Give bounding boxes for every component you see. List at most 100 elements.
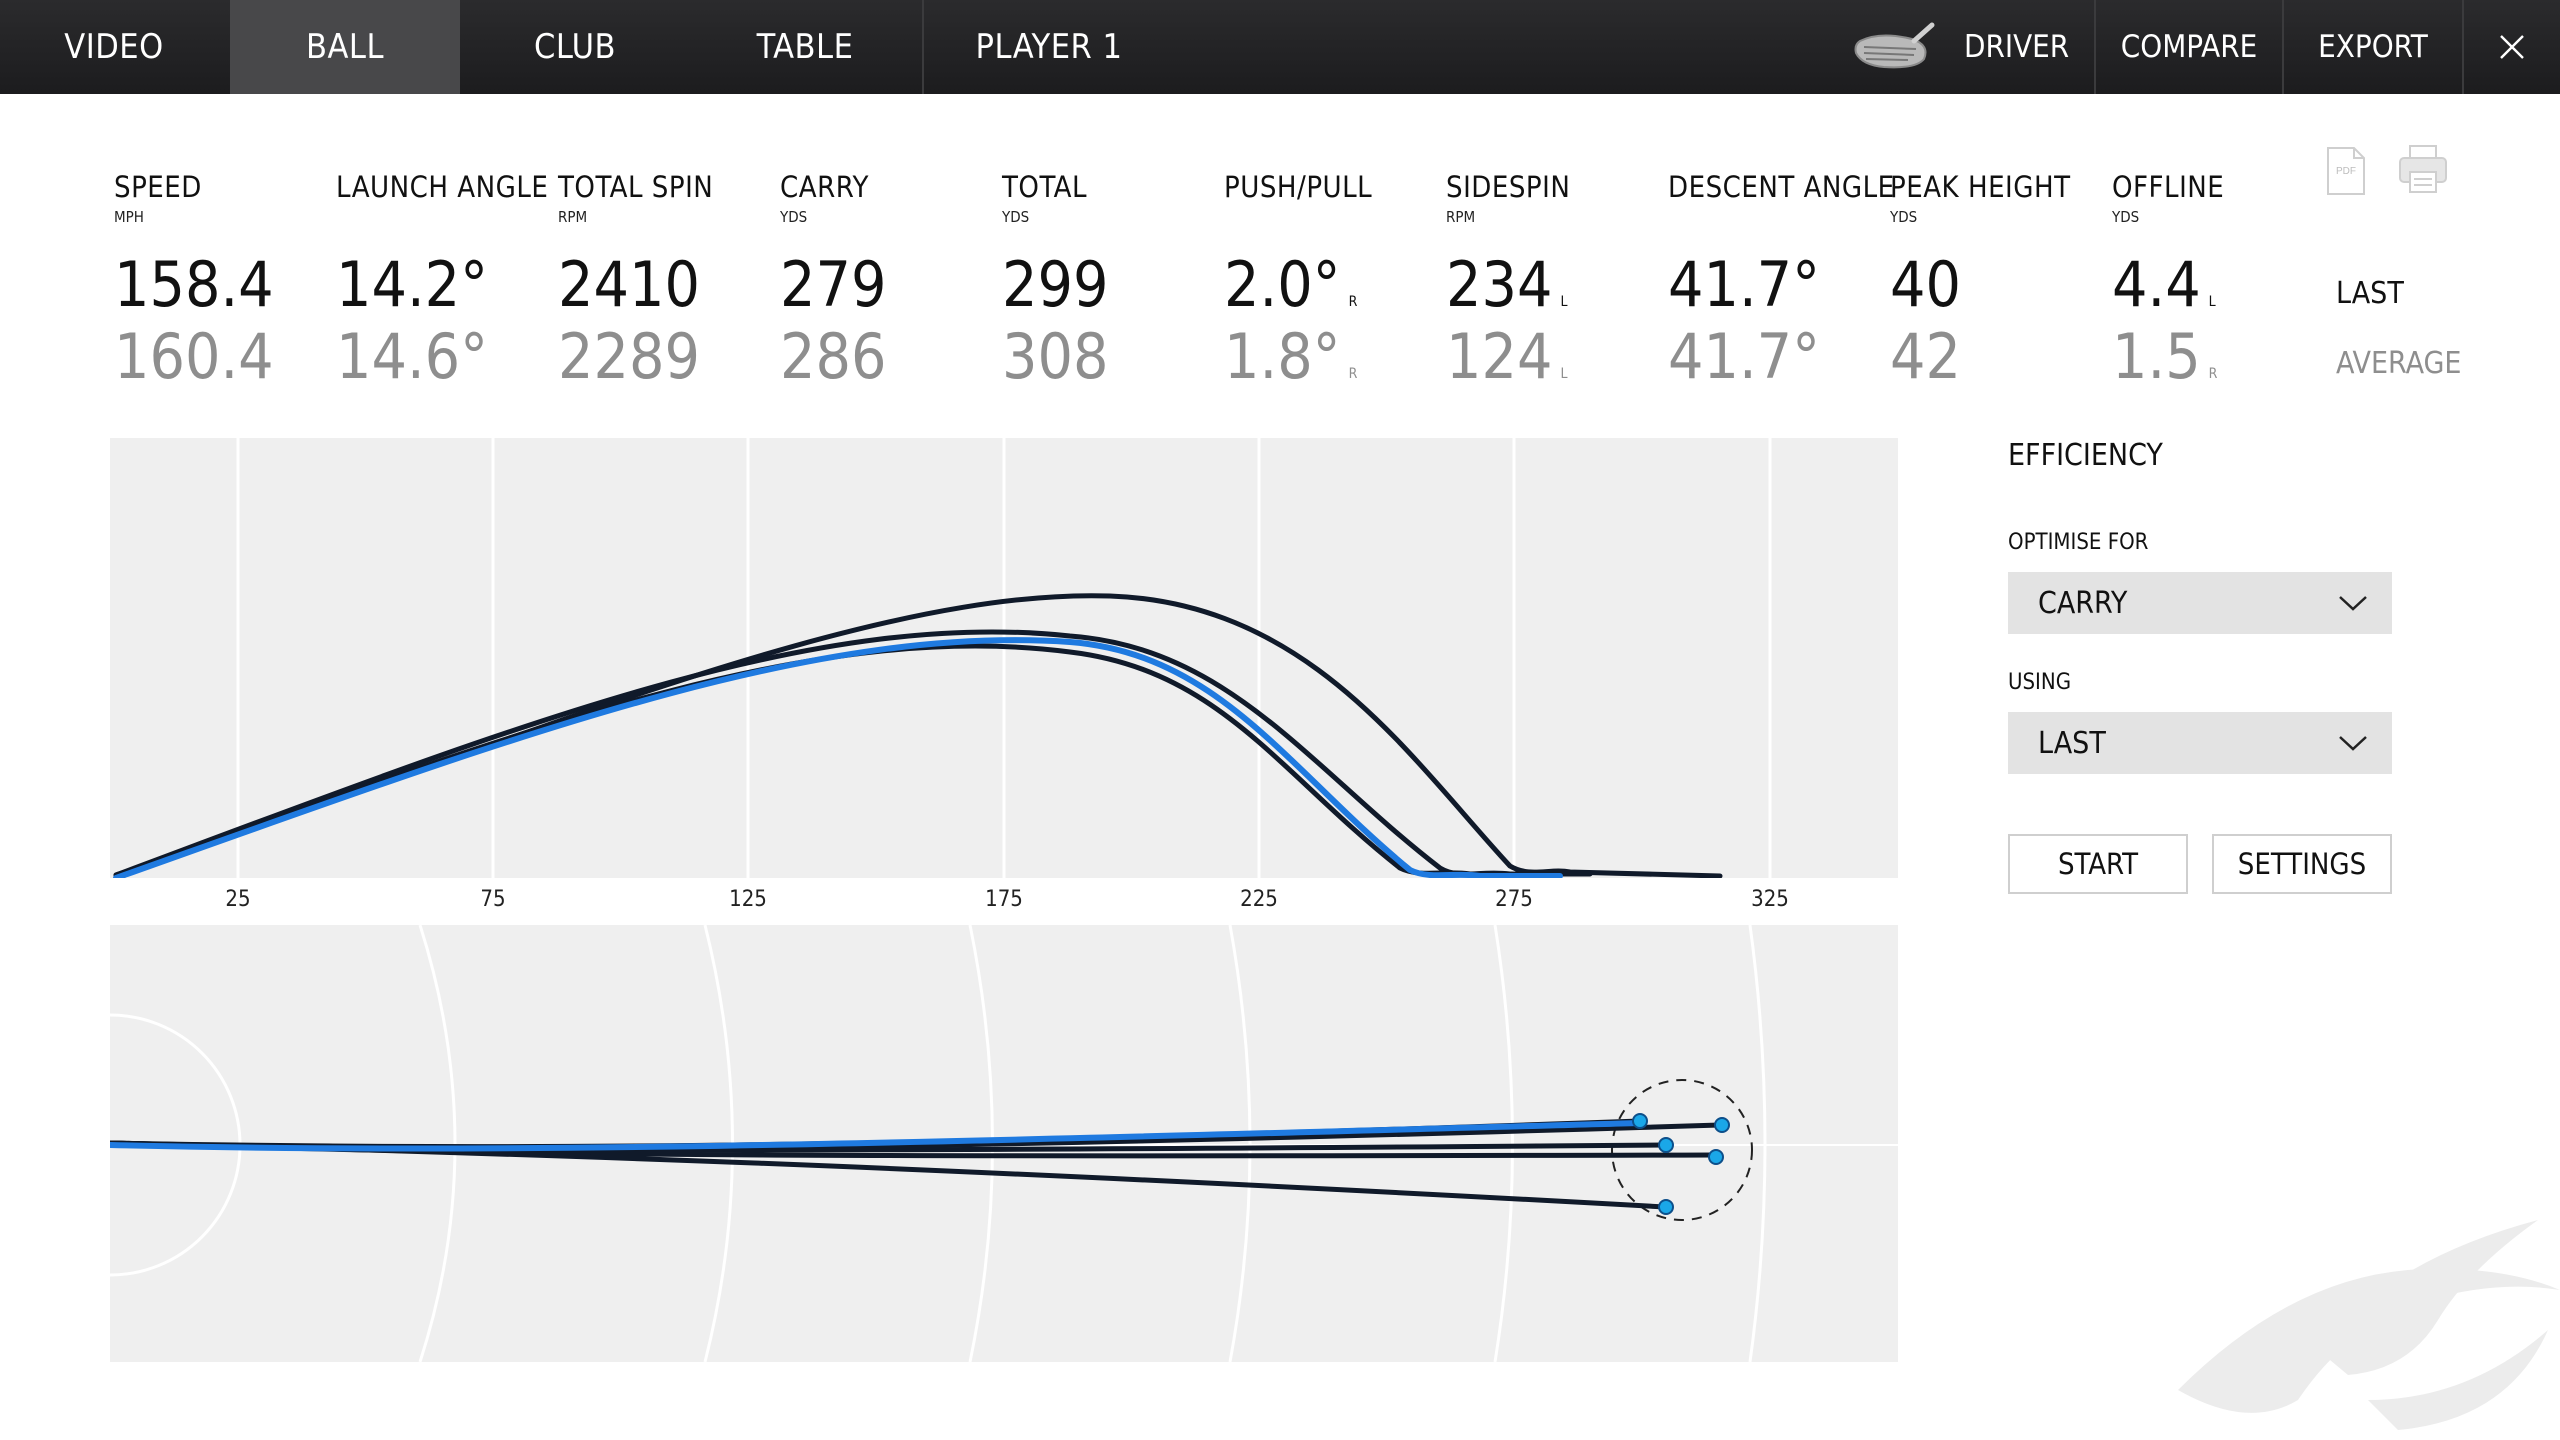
shot-landing-marker[interactable] <box>1714 1117 1730 1133</box>
tab-video[interactable]: VIDEO <box>64 27 164 67</box>
side-view-chart <box>113 438 1772 881</box>
stat-average-value: 42 <box>1890 320 1969 393</box>
stat-unit: RPM <box>558 208 588 226</box>
chevron-down-icon <box>2339 736 2367 751</box>
stat-label: SIDESPIN <box>1446 170 1571 204</box>
stat-last-value: 234 L <box>1446 248 1567 321</box>
stat-last-number: 279 <box>780 248 887 321</box>
stat-unit: YDS <box>1002 208 1030 226</box>
export-button[interactable]: EXPORT <box>2318 29 2428 65</box>
efficiency-title: EFFICIENCY <box>2008 438 2163 473</box>
stat-average-number: 14.6° <box>336 320 489 393</box>
stat-average-number: 2289 <box>558 320 700 393</box>
x-axis-tick-label: 325 <box>1751 887 1789 912</box>
stat-total-spin: TOTAL SPIN RPM 2410 2289 <box>558 170 713 393</box>
club-selector[interactable]: DRIVER <box>1850 0 2096 94</box>
stat-unit <box>1224 208 1372 226</box>
start-button[interactable]: START <box>2008 834 2188 894</box>
stat-sidespin: SIDESPIN RPM 234 L 124 L <box>1446 170 1571 393</box>
stat-average-number: 1.8° <box>1224 320 1341 393</box>
stat-average-direction: R <box>1348 366 1358 382</box>
optimise-for-label: OPTIMISE FOR <box>2008 530 2149 555</box>
stat-unit: MPH <box>114 208 144 226</box>
stat-label: PEAK HEIGHT <box>1890 170 2071 204</box>
stat-average-value: 286 <box>780 320 894 393</box>
stat-average-number: 41.7° <box>1668 320 1821 393</box>
x-axis-tick-label: 75 <box>480 887 506 912</box>
stat-last-value: 2410 <box>558 248 708 321</box>
pdf-button[interactable]: PDF <box>2326 146 2366 200</box>
stat-average-direction: L <box>1560 366 1568 382</box>
stat-last-value: 2.0° R <box>1224 248 1357 321</box>
compare-button[interactable]: COMPARE <box>2120 29 2258 65</box>
nav-divider <box>2282 0 2284 94</box>
optimise-for-dropdown[interactable]: CARRY <box>2008 572 2392 634</box>
stat-label: OFFLINE <box>2112 170 2225 204</box>
top-view-chart <box>110 925 1898 1362</box>
shot-landing-marker[interactable] <box>1708 1149 1724 1165</box>
stat-average-direction: R <box>2208 366 2218 382</box>
stat-last-value: 158.4 <box>114 248 282 321</box>
stat-last-value: 14.2° <box>336 248 496 321</box>
stat-last-value: 4.4 L <box>2112 248 2216 321</box>
close-icon <box>2500 35 2524 59</box>
stat-unit: YDS <box>780 208 808 226</box>
stat-last-number: 40 <box>1890 248 1961 321</box>
stat-average-number: 42 <box>1890 320 1961 393</box>
stat-average-value: 160.4 <box>114 320 282 393</box>
shot-landing-marker[interactable] <box>1658 1137 1674 1153</box>
x-axis-tick-label: 125 <box>729 887 767 912</box>
stat-average-number: 308 <box>1002 320 1109 393</box>
stat-last-number: 14.2° <box>336 248 489 321</box>
stat-unit <box>336 208 548 226</box>
stat-label: PUSH/PULL <box>1224 170 1373 204</box>
stat-unit: YDS <box>1890 208 1918 226</box>
stat-average-value: 124 L <box>1446 320 1567 393</box>
stat-launch-angle: LAUNCH ANGLE 14.2° 14.6° <box>336 170 548 393</box>
tab-table[interactable]: TABLE <box>756 27 854 67</box>
stat-last-number: 299 <box>1002 248 1109 321</box>
stat-last-direction: L <box>2208 294 2216 310</box>
stat-average-value: 41.7° <box>1668 320 1828 393</box>
stat-average-value: 14.6° <box>336 320 496 393</box>
stat-unit <box>1668 208 1895 226</box>
stat-last-number: 158.4 <box>114 248 274 321</box>
nav-divider <box>2094 0 2096 94</box>
player-selector[interactable]: PLAYER 1 <box>975 27 1123 67</box>
print-icon <box>2399 145 2447 193</box>
stat-average-value: 2289 <box>558 320 708 393</box>
stat-speed: SPEED MPH 158.4 160.4 <box>114 170 274 393</box>
stat-average-value: 1.5 R <box>2112 320 2217 393</box>
club-label: DRIVER <box>1964 29 2070 65</box>
stat-last-value: 279 <box>780 248 894 321</box>
stat-average-value: 1.8° R <box>1224 320 1357 393</box>
stat-last-number: 2410 <box>558 248 700 321</box>
stat-average-number: 160.4 <box>114 320 274 393</box>
shot-landing-marker[interactable] <box>1632 1113 1648 1129</box>
shot-landing-marker[interactable] <box>1658 1199 1674 1215</box>
trajectory-side-view <box>110 438 1898 881</box>
dispersion-top-view <box>110 925 1898 1362</box>
stat-last-value: 299 <box>1002 248 1116 321</box>
nav-divider <box>2462 0 2464 94</box>
tab-ball[interactable]: BALL <box>230 0 460 94</box>
optimise-for-value: CARRY <box>2038 585 2128 621</box>
stat-average-number: 286 <box>780 320 887 393</box>
stat-unit: YDS <box>2112 208 2140 226</box>
tab-club[interactable]: CLUB <box>533 27 617 67</box>
nav-divider <box>922 0 924 94</box>
settings-button[interactable]: SETTINGS <box>2212 834 2392 894</box>
stat-total: TOTAL YDS 299 308 <box>1002 170 1108 393</box>
close-button[interactable] <box>2464 0 2560 94</box>
stat-push-pull: PUSH/PULL 2.0° R 1.8° R <box>1224 170 1373 393</box>
print-button[interactable] <box>2396 142 2450 200</box>
pdf-icon-text: PDF <box>2336 166 2356 177</box>
stat-label: TOTAL <box>1002 170 1088 204</box>
stat-last-value: 41.7° <box>1668 248 1828 321</box>
stat-last-direction: R <box>1348 294 1358 310</box>
stat-label: CARRY <box>780 170 869 204</box>
stat-label: DESCENT ANGLE <box>1668 170 1895 204</box>
using-dropdown[interactable]: LAST <box>2008 712 2392 774</box>
row-label-average: AVERAGE <box>2336 346 2462 381</box>
row-label-last: LAST <box>2336 276 2404 311</box>
